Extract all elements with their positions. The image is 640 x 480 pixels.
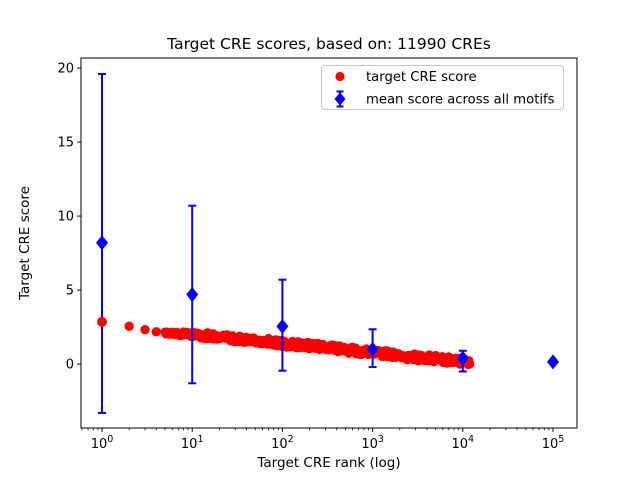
y-tick-label: 15: [57, 136, 74, 151]
plot-area: [80, 57, 578, 429]
y-tick-label: 10: [57, 210, 74, 225]
x-tick-label: 101: [181, 434, 204, 452]
x-tick-label: 104: [452, 434, 475, 452]
red-point-rank-1: [97, 316, 108, 327]
x-tick-label: 100: [91, 434, 114, 452]
x-tick-label: 102: [271, 434, 294, 452]
legend-frame: [321, 65, 564, 110]
y-axis-label: Target CRE score: [17, 186, 33, 301]
chart-title: Target CRE scores, based on: 11990 CREs: [166, 35, 491, 53]
mean-score-diamond: [456, 350, 469, 366]
red-point-rank-2: [124, 321, 134, 332]
red-leading-dots: [97, 316, 162, 337]
chart-layers: 100 101 102 103 104 105 0 5 10 15 20: [57, 62, 564, 452]
blue-diamonds: [96, 235, 560, 370]
legend: target CRE score mean score across all m…: [321, 65, 564, 110]
y-tick-label: 0: [66, 358, 74, 373]
mean-score-diamond: [186, 287, 199, 303]
x-tick-label: 105: [542, 434, 565, 452]
legend-red-circle-icon: [335, 71, 345, 82]
y-tick-label: 20: [57, 62, 74, 77]
legend-label-mean-score: mean score across all motifs: [366, 93, 555, 108]
mean-score-diamond: [96, 235, 109, 251]
x-axis-label: Target CRE rank (log): [256, 455, 400, 471]
mean-score-diamond: [366, 341, 379, 357]
x-tick-label: 103: [361, 434, 384, 452]
red-point: [465, 359, 475, 369]
red-point-rank-3: [140, 325, 150, 335]
legend-label-target-cre-score: target CRE score: [366, 70, 477, 85]
y-tick-label: 5: [66, 284, 74, 299]
mean-score-diamond: [547, 354, 560, 370]
mean-score-diamond: [276, 318, 289, 334]
legend-blue-diamond-errorbar-icon: [334, 90, 346, 108]
red-point-rank-4: [151, 327, 162, 337]
